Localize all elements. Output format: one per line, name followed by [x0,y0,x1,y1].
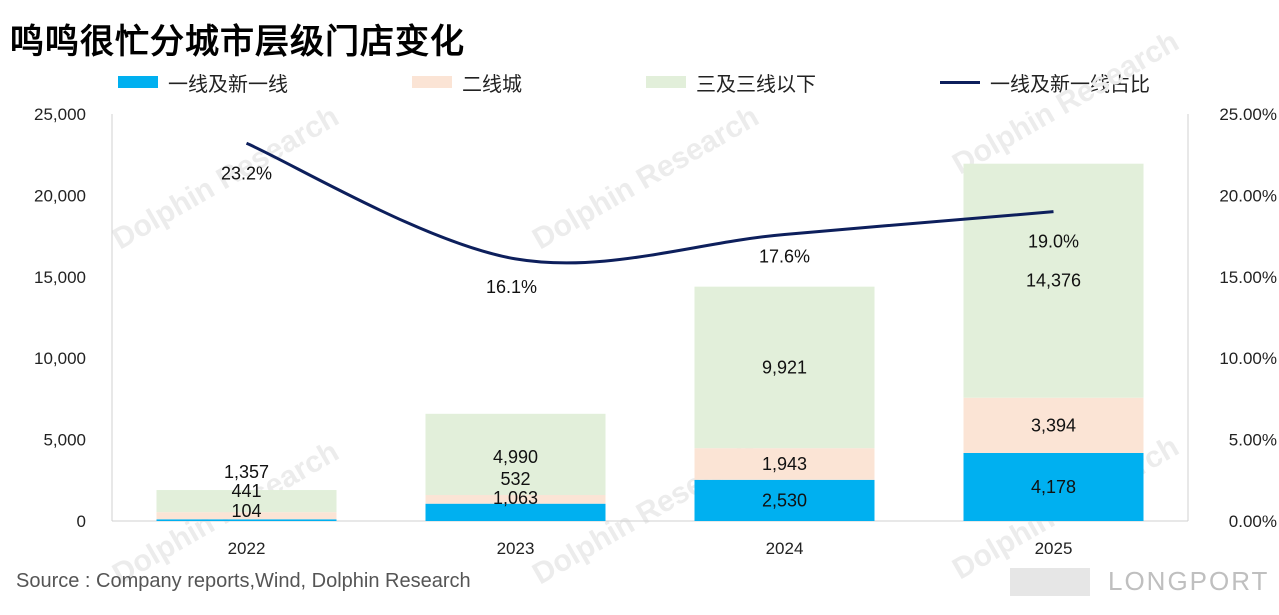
brand-text: LONGPORT [1108,566,1270,596]
y-tick-label: 5,000 [43,431,86,450]
y-tick-label: 20,000 [34,186,86,205]
bar-data-label-tier3: 4,990 [493,447,538,467]
legend-item-share: 一线及新一线占比 [940,66,1150,98]
bar-data-label-tier1: 4,178 [1031,477,1076,497]
bar-data-label-tier3: 9,921 [762,357,807,377]
bar-data-label-tier2: 3,394 [1031,415,1076,435]
y2-tick-label: 15.00% [1219,268,1277,287]
x-tick-label: 2025 [1035,539,1073,558]
bar-tier3 [963,163,1144,398]
share-line [245,141,1054,265]
bar-tier1 [425,503,606,521]
source-note: Source : Company reports,Wind, Dolphin R… [16,570,471,592]
legend-item-tier1: 一线及新一线 [118,66,288,98]
bar-data-label-tier2: 441 [231,481,261,501]
legend-item-tier3: 三及三线以下 [646,66,816,98]
legend-label-tier1: 一线及新一线 [168,71,288,96]
bar-data-label-tier2: 532 [500,469,530,489]
bar-data-label-tier1: 1,063 [493,488,538,508]
bar-tier2 [694,448,875,480]
y2-tick-label: 20.00% [1219,186,1277,205]
y2-tick-label: 5.00% [1229,431,1277,450]
legend-swatch-tier2 [412,76,452,88]
y-tick-label: 0 [77,512,86,531]
legend-swatch-tier1 [118,76,158,88]
legend-label-tier3: 三及三线以下 [696,71,816,96]
bar-tier1 [963,452,1144,521]
y-tick-label: 25,000 [34,105,86,124]
line-data-label: 19.0% [1028,232,1079,252]
bar-tier3 [425,413,606,496]
legend-swatch-tier3 [646,76,686,88]
legend-label-tier2: 二线城 [462,71,522,96]
y2-tick-label: 0.00% [1229,512,1277,531]
legend-swatch-share [940,80,980,84]
watermark-text: Dolphin Research [527,100,764,256]
line-data-label: 16.1% [486,277,537,297]
y-tick-label: 15,000 [34,268,86,287]
bar-tier3 [156,490,337,513]
bar-data-label-tier1: 104 [231,501,261,521]
bar-tier3 [694,286,875,449]
brand-watermark: LONGPORT [1010,566,1269,597]
x-tick-label: 2023 [497,539,535,558]
y-tick-label: 10,000 [34,349,86,368]
x-tick-label: 2024 [766,539,804,558]
bar-tier2 [425,495,606,504]
bar-data-label-tier2: 1,943 [762,454,807,474]
watermark-text: Dolphin Research [947,25,1184,181]
bar-data-label-tier1: 2,530 [762,490,807,510]
legend-item-tier2: 二线城 [412,66,522,98]
bar-data-label-tier3: 1,357 [224,462,269,482]
x-tick-label: 2022 [228,539,266,558]
bar-tier2 [156,512,337,520]
legend: 一线及新一线 二线城 三及三线以下 一线及新一线占比 [0,66,1279,98]
bar-tier1 [156,519,337,521]
bar-data-label-tier3: 14,376 [1026,271,1081,291]
line-data-label: 17.6% [759,246,810,266]
brand-logo [1010,567,1090,596]
bar-tier1 [694,479,875,521]
y2-tick-label: 10.00% [1219,349,1277,368]
line-data-label: 23.2% [221,163,272,183]
legend-label-share: 一线及新一线占比 [990,71,1150,96]
chart-title: 鸣鸣很忙分城市层级门店变化 [10,22,465,62]
bar-tier2 [963,397,1144,453]
y2-tick-label: 25.00% [1219,105,1277,124]
